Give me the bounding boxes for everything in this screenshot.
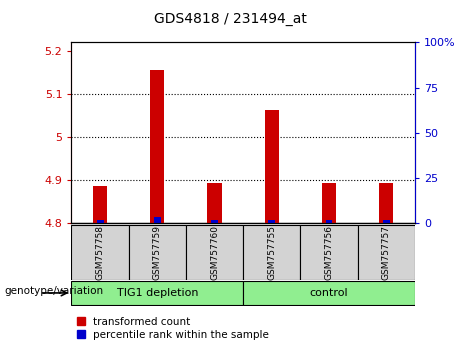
Text: GDS4818 / 231494_at: GDS4818 / 231494_at	[154, 12, 307, 27]
Text: GSM757756: GSM757756	[325, 225, 334, 280]
Bar	[265, 110, 279, 223]
FancyBboxPatch shape	[129, 225, 186, 280]
FancyBboxPatch shape	[358, 225, 415, 280]
Text: GSM757759: GSM757759	[153, 225, 162, 280]
Text: GSM757760: GSM757760	[210, 225, 219, 280]
Bar	[268, 219, 275, 223]
FancyBboxPatch shape	[71, 225, 129, 280]
Bar	[93, 187, 107, 223]
Bar	[211, 219, 218, 223]
Bar	[154, 217, 161, 223]
Bar	[383, 219, 390, 223]
FancyBboxPatch shape	[243, 281, 415, 305]
FancyBboxPatch shape	[301, 225, 358, 280]
FancyBboxPatch shape	[71, 281, 243, 305]
Bar	[207, 183, 222, 223]
Text: control: control	[310, 288, 349, 298]
Legend: transformed count, percentile rank within the sample: transformed count, percentile rank withi…	[77, 317, 269, 340]
Bar	[379, 183, 393, 223]
Bar	[97, 219, 104, 223]
Text: genotype/variation: genotype/variation	[5, 286, 104, 296]
FancyBboxPatch shape	[243, 225, 301, 280]
Text: GSM757758: GSM757758	[95, 225, 105, 280]
FancyBboxPatch shape	[186, 225, 243, 280]
Bar	[325, 219, 332, 223]
Text: TIG1 depletion: TIG1 depletion	[117, 288, 198, 298]
Text: GSM757755: GSM757755	[267, 225, 276, 280]
Text: GSM757757: GSM757757	[382, 225, 391, 280]
Bar	[150, 70, 165, 223]
Bar	[322, 183, 336, 223]
